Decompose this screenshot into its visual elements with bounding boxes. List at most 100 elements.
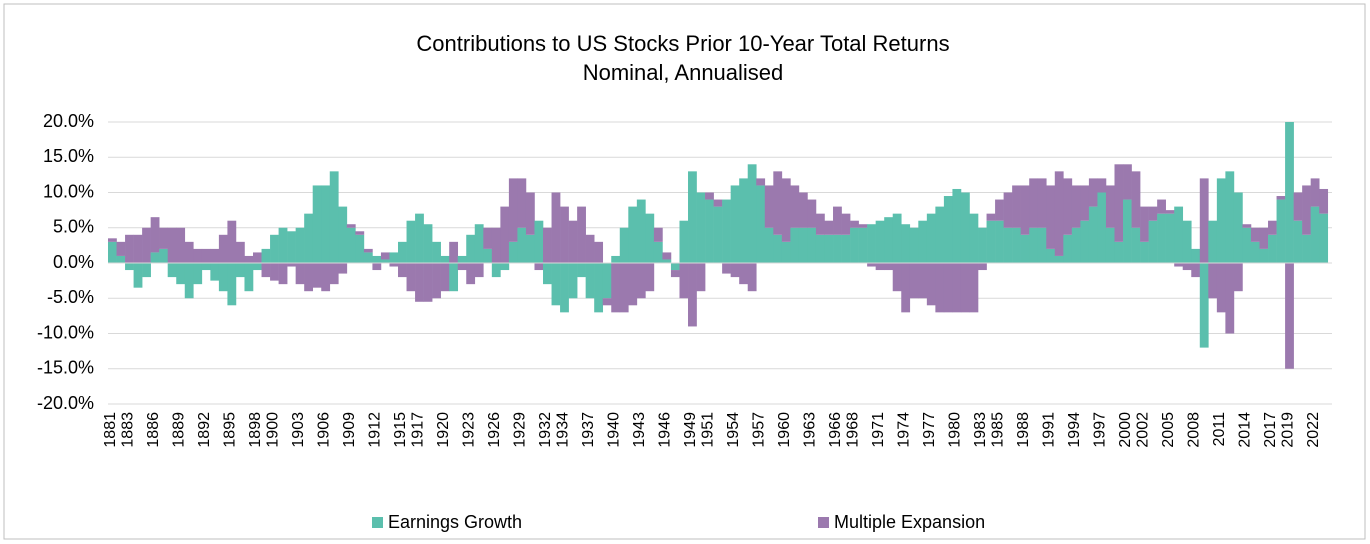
- bar-segment: [1216, 263, 1226, 313]
- x-tick-label: 1980: [947, 412, 964, 448]
- bar-segment: [457, 255, 467, 263]
- bar-segment: [713, 199, 723, 207]
- bar-segment: [969, 213, 979, 263]
- bar-segment: [952, 188, 962, 263]
- x-tick-label: 1966: [827, 412, 844, 448]
- y-tick-label: -5.0%: [47, 287, 94, 307]
- bar-segment: [167, 227, 177, 263]
- bar-segment: [739, 178, 749, 263]
- bar-segment: [833, 206, 842, 235]
- bar-segment: [1088, 178, 1098, 207]
- bar-segment: [1208, 220, 1218, 263]
- bar-segment: [628, 263, 638, 306]
- bar-segment: [935, 206, 945, 263]
- bar-segment: [1131, 227, 1141, 263]
- bar-segment: [184, 263, 194, 299]
- bar-segment: [884, 263, 894, 271]
- bar-segment: [713, 206, 723, 263]
- bar-segment: [1012, 227, 1021, 263]
- x-tick-label: 1991: [1040, 412, 1057, 448]
- x-tick-label: 1912: [367, 412, 384, 448]
- x-tick-label: 1971: [870, 412, 887, 448]
- bar-segment: [1310, 178, 1320, 207]
- bar-segment: [1148, 206, 1158, 221]
- bar-segment: [670, 263, 680, 271]
- x-tick-label: 1943: [631, 412, 648, 448]
- bar-segment: [585, 263, 595, 299]
- bar-segment: [978, 227, 987, 263]
- bar-segment: [901, 263, 911, 313]
- bar-segment: [150, 217, 160, 253]
- x-tick-label: 1954: [725, 412, 742, 448]
- bar-segment: [628, 206, 638, 263]
- bar-segment: [577, 263, 586, 278]
- bar-segment: [338, 206, 348, 263]
- bar-segment: [884, 217, 894, 263]
- bar-segment: [125, 263, 134, 271]
- x-tick-label: 1946: [657, 412, 674, 448]
- x-tick-label: 1895: [222, 412, 239, 448]
- bar-segment: [184, 241, 194, 263]
- bar-segment: [1191, 263, 1201, 278]
- x-tick-label: 2000: [1117, 412, 1134, 448]
- x-tick-label: 1900: [264, 412, 281, 448]
- bar-segment: [1157, 213, 1166, 263]
- x-tick-label: 1994: [1066, 412, 1083, 448]
- bar-segment: [969, 263, 979, 313]
- bar-segment: [1242, 224, 1252, 228]
- bar-segment: [560, 263, 569, 313]
- bar-segment: [1233, 192, 1243, 263]
- bar-segment: [1071, 227, 1081, 263]
- chart-subtitle: Nominal, Annualised: [583, 60, 784, 85]
- bar-segment: [1097, 192, 1107, 263]
- bar-segment: [722, 199, 731, 263]
- bar-segment: [244, 263, 254, 292]
- bar-segment: [935, 263, 945, 313]
- x-tick-label: 1940: [605, 412, 622, 448]
- bar-segment: [304, 263, 314, 292]
- bar-segment: [756, 178, 766, 186]
- bar-segment: [978, 263, 987, 271]
- bar-segment: [346, 224, 356, 228]
- bar-segment: [1250, 227, 1260, 242]
- y-tick-label: 20.0%: [43, 111, 94, 131]
- legend-label: Earnings Growth: [388, 512, 522, 532]
- bar-segment: [338, 263, 348, 274]
- bar-segment: [270, 234, 279, 263]
- bar-segment: [602, 298, 612, 306]
- bar-segment: [1285, 122, 1294, 263]
- bar-segment: [355, 231, 365, 235]
- bar-segment: [312, 263, 322, 288]
- bar-segment: [1063, 234, 1073, 263]
- x-tick-label: 2008: [1185, 412, 1202, 448]
- bar-segment: [1242, 227, 1252, 263]
- bar-segment: [943, 263, 953, 313]
- bar-segment: [824, 234, 834, 263]
- x-tick-label: 1881: [102, 412, 119, 448]
- bar-segment: [841, 213, 851, 235]
- x-tick-label: 2019: [1279, 412, 1296, 448]
- bar-segment: [1131, 171, 1141, 228]
- bar-segment: [568, 263, 578, 299]
- x-tick-label: 1968: [844, 412, 861, 448]
- bar-segment: [1088, 206, 1098, 263]
- x-tick-label: 1957: [750, 412, 767, 448]
- bar-segment: [508, 178, 518, 242]
- bar-segment: [389, 263, 399, 267]
- bar-segment: [1080, 220, 1090, 263]
- bar-segment: [167, 263, 177, 278]
- bar-segment: [875, 263, 885, 271]
- bar-segment: [943, 196, 953, 263]
- bar-segment: [218, 263, 228, 292]
- legend-label: Multiple Expansion: [834, 512, 985, 532]
- bar-segment: [764, 185, 774, 228]
- bar-segment: [380, 252, 390, 260]
- bar-segment: [218, 234, 228, 263]
- bar-segment: [466, 263, 476, 285]
- legend-swatch: [372, 517, 383, 528]
- bar-segment: [892, 213, 902, 263]
- bar-segment: [159, 227, 169, 249]
- bar-segment: [449, 263, 459, 292]
- bar-segment: [534, 263, 544, 271]
- bar-segment: [543, 227, 552, 263]
